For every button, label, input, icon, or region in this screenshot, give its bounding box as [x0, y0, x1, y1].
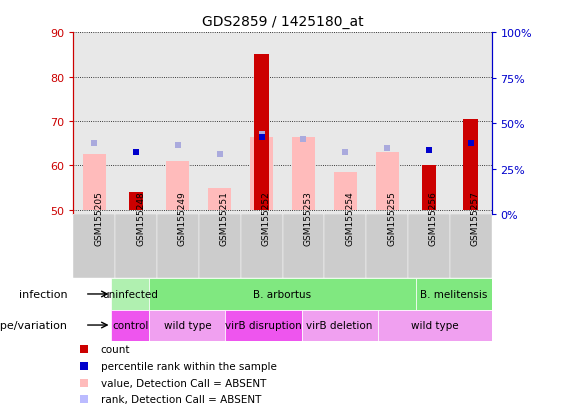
Title: GDS2859 / 1425180_at: GDS2859 / 1425180_at: [202, 15, 363, 29]
Bar: [450, 215, 492, 279]
Bar: [115, 33, 157, 215]
Bar: [199, 33, 241, 215]
Text: B. melitensis: B. melitensis: [420, 289, 487, 299]
Bar: [111, 279, 150, 310]
Text: genotype/variation: genotype/variation: [0, 320, 68, 330]
Bar: [199, 215, 241, 279]
Text: wild type: wild type: [164, 320, 211, 330]
Bar: [302, 310, 377, 341]
Bar: [73, 33, 115, 215]
Text: value, Detection Call = ABSENT: value, Detection Call = ABSENT: [101, 378, 266, 388]
Bar: [150, 279, 415, 310]
Text: infection: infection: [19, 289, 68, 299]
Text: uninfected: uninfected: [102, 289, 158, 299]
Bar: [408, 33, 450, 215]
Bar: [254, 55, 269, 210]
Bar: [111, 310, 150, 341]
Bar: [324, 215, 366, 279]
Text: GSM155205: GSM155205: [94, 190, 103, 245]
Bar: [408, 215, 450, 279]
Bar: [463, 119, 478, 210]
Text: count: count: [101, 344, 130, 354]
Bar: [450, 33, 492, 215]
Bar: [83, 155, 106, 210]
Text: GSM155249: GSM155249: [178, 191, 187, 245]
Text: wild type: wild type: [411, 320, 458, 330]
Bar: [157, 33, 199, 215]
Bar: [250, 137, 273, 210]
Text: control: control: [112, 320, 149, 330]
Text: percentile rank within the sample: percentile rank within the sample: [101, 361, 276, 371]
Text: GSM155253: GSM155253: [303, 190, 312, 245]
Text: rank, Detection Call = ABSENT: rank, Detection Call = ABSENT: [101, 394, 261, 404]
Bar: [150, 310, 225, 341]
Bar: [73, 215, 115, 279]
Bar: [167, 161, 189, 210]
Text: GSM155256: GSM155256: [429, 190, 438, 245]
Bar: [282, 215, 324, 279]
Bar: [208, 188, 231, 210]
Bar: [157, 215, 199, 279]
Text: GSM155255: GSM155255: [387, 190, 396, 245]
Bar: [334, 173, 357, 210]
Text: GSM155254: GSM155254: [345, 191, 354, 245]
Bar: [225, 310, 302, 341]
Bar: [129, 192, 144, 210]
Bar: [292, 137, 315, 210]
Text: GSM155248: GSM155248: [136, 191, 145, 245]
Text: B. arbortus: B. arbortus: [254, 289, 311, 299]
Bar: [366, 215, 408, 279]
Bar: [241, 215, 282, 279]
Bar: [282, 33, 324, 215]
Bar: [415, 279, 492, 310]
Text: GSM155251: GSM155251: [220, 190, 229, 245]
Bar: [324, 33, 366, 215]
Bar: [376, 153, 398, 210]
Bar: [366, 33, 408, 215]
Bar: [421, 166, 436, 210]
Bar: [241, 33, 282, 215]
Text: GSM155257: GSM155257: [471, 190, 480, 245]
Text: virB deletion: virB deletion: [306, 320, 373, 330]
Bar: [377, 310, 492, 341]
Text: virB disruption: virB disruption: [225, 320, 302, 330]
Text: GSM155252: GSM155252: [262, 191, 271, 245]
Bar: [115, 215, 157, 279]
